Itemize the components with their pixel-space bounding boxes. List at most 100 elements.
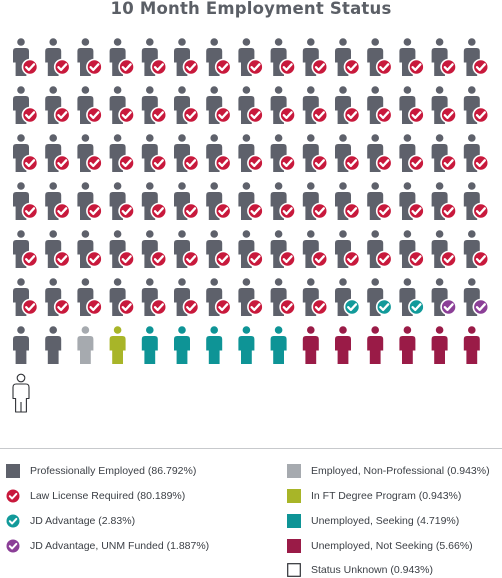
check-circle-icon [440,58,457,76]
check-circle-icon [440,250,457,268]
person-icon [109,326,126,364]
check-circle-icon [440,154,457,172]
check-circle-icon [408,202,425,220]
check-circle-icon [118,106,135,124]
legend-label: Professionally Employed (86.792%) [30,465,197,477]
check-circle-icon [279,202,296,220]
person-icon [206,326,223,364]
check-circle-icon [311,250,329,268]
check-circle-icon [279,298,296,316]
check-circle-icon [247,58,264,76]
check-circle-icon [86,202,103,220]
check-circle-icon [118,58,135,76]
check-circle-icon [86,106,103,124]
check-circle-icon [214,106,232,124]
check-circle-icon [118,154,135,172]
check-circle-icon [150,298,168,316]
check-circle-icon [247,298,264,316]
check-circle-icon [472,202,490,220]
person-icon [463,326,480,364]
check-circle-icon [150,106,168,124]
check-circle-icon [343,202,361,220]
check-circle-icon [408,298,425,316]
legend-swatch [6,464,20,478]
legend-swatch [287,464,301,478]
check-circle-icon [311,106,329,124]
check-circle-icon [86,298,103,316]
check-circle-icon [53,106,71,124]
check-circle-icon [214,202,232,220]
check-circle-icon [408,154,425,172]
check-circle-icon [214,58,232,76]
person-icon [12,373,30,413]
check-circle-icon [118,250,135,268]
check-circle-icon [53,298,71,316]
check-circle-icon [6,489,20,503]
check-circle-icon [247,154,264,172]
check-circle-icon [150,58,168,76]
person-icon [335,326,351,364]
person-icon [399,326,416,364]
check-circle-icon [408,106,425,124]
check-circle-icon [375,154,393,172]
check-circle-icon [150,250,168,268]
legend-label: Status Unknown (0.943%) [311,564,433,576]
check-circle-icon [408,250,425,268]
check-circle-icon [214,250,232,268]
check-circle-icon [182,202,200,220]
person-icon [367,326,384,364]
check-circle-icon [279,106,296,124]
legend-label: JD Advantage, UNM Funded (1.887%) [30,540,210,552]
check-circle-icon [118,298,135,316]
check-circle-icon [440,202,457,220]
check-circle-icon [408,58,425,76]
check-circle-icon [53,154,71,172]
check-circle-icon [21,154,39,172]
check-circle-icon [440,106,457,124]
person-icon [238,326,255,364]
check-circle-icon [247,250,264,268]
check-circle-icon [182,250,200,268]
check-circle-icon [21,250,39,268]
person-icon [302,326,319,364]
check-circle-icon [472,298,490,316]
check-circle-icon [53,58,71,76]
check-circle-icon [86,154,103,172]
check-circle-icon [472,250,490,268]
legend-label: JD Advantage (2.83%) [30,515,136,527]
pictograph-grid [12,38,490,413]
check-circle-icon [86,250,103,268]
check-circle-icon [440,298,457,316]
check-circle-icon [182,58,200,76]
legend-swatch [287,489,301,503]
check-circle-icon [472,154,490,172]
check-circle-icon [21,298,39,316]
check-circle-icon [343,106,361,124]
legend-swatch [287,539,301,553]
check-circle-icon [375,202,393,220]
check-circle-icon [311,202,329,220]
check-circle-icon [343,58,361,76]
check-circle-icon [150,154,168,172]
check-circle-icon [311,154,329,172]
check-circle-icon [182,106,200,124]
legend-label: Employed, Non-Professional (0.943%) [311,465,490,477]
check-circle-icon [311,58,329,76]
person-icon [77,326,94,364]
check-circle-icon [214,154,232,172]
person-icon [141,326,158,364]
legend-label: In FT Degree Program (0.943%) [311,490,462,502]
person-icon [270,326,287,364]
check-circle-icon [150,202,168,220]
check-circle-icon [21,106,39,124]
check-circle-icon [6,514,20,528]
check-circle-icon [6,539,20,553]
check-circle-icon [343,154,361,172]
check-circle-icon [53,202,71,220]
legend-label: Law License Required (80.189%) [30,490,186,502]
person-icon [174,326,190,364]
legend-swatch [287,563,301,577]
chart-title: 10 Month Employment Status [110,0,392,18]
check-circle-icon [247,106,264,124]
check-circle-icon [247,202,264,220]
